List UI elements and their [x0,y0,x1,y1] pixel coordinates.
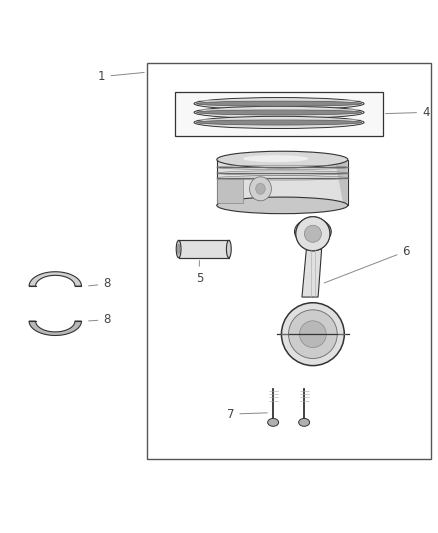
Polygon shape [335,159,348,205]
Ellipse shape [296,217,330,251]
Ellipse shape [176,240,181,258]
Polygon shape [29,272,81,286]
Ellipse shape [282,303,344,366]
Ellipse shape [197,120,361,125]
Text: 8: 8 [88,278,111,290]
Ellipse shape [268,418,279,426]
Text: 8: 8 [88,313,111,326]
Ellipse shape [294,219,331,245]
Ellipse shape [194,116,364,128]
Bar [175,92,383,135]
Text: 7: 7 [227,408,267,421]
Bar [217,159,348,205]
Ellipse shape [194,98,364,110]
Ellipse shape [177,244,180,254]
Bar [179,240,229,258]
Polygon shape [29,321,81,335]
Ellipse shape [226,240,231,258]
Ellipse shape [256,183,265,194]
Ellipse shape [300,321,326,348]
Ellipse shape [217,151,348,168]
Ellipse shape [197,101,361,106]
Ellipse shape [289,310,337,359]
Ellipse shape [194,106,364,118]
Text: 5: 5 [196,261,203,285]
Ellipse shape [304,225,321,243]
Bar [147,63,431,458]
Polygon shape [302,249,321,297]
Ellipse shape [197,110,361,115]
Ellipse shape [217,197,348,214]
Ellipse shape [250,177,272,201]
Ellipse shape [296,217,330,251]
Ellipse shape [243,155,308,162]
Ellipse shape [299,418,310,426]
Text: 1: 1 [98,70,144,83]
Polygon shape [217,179,243,203]
Text: 4: 4 [385,106,430,119]
Text: 6: 6 [324,245,410,283]
